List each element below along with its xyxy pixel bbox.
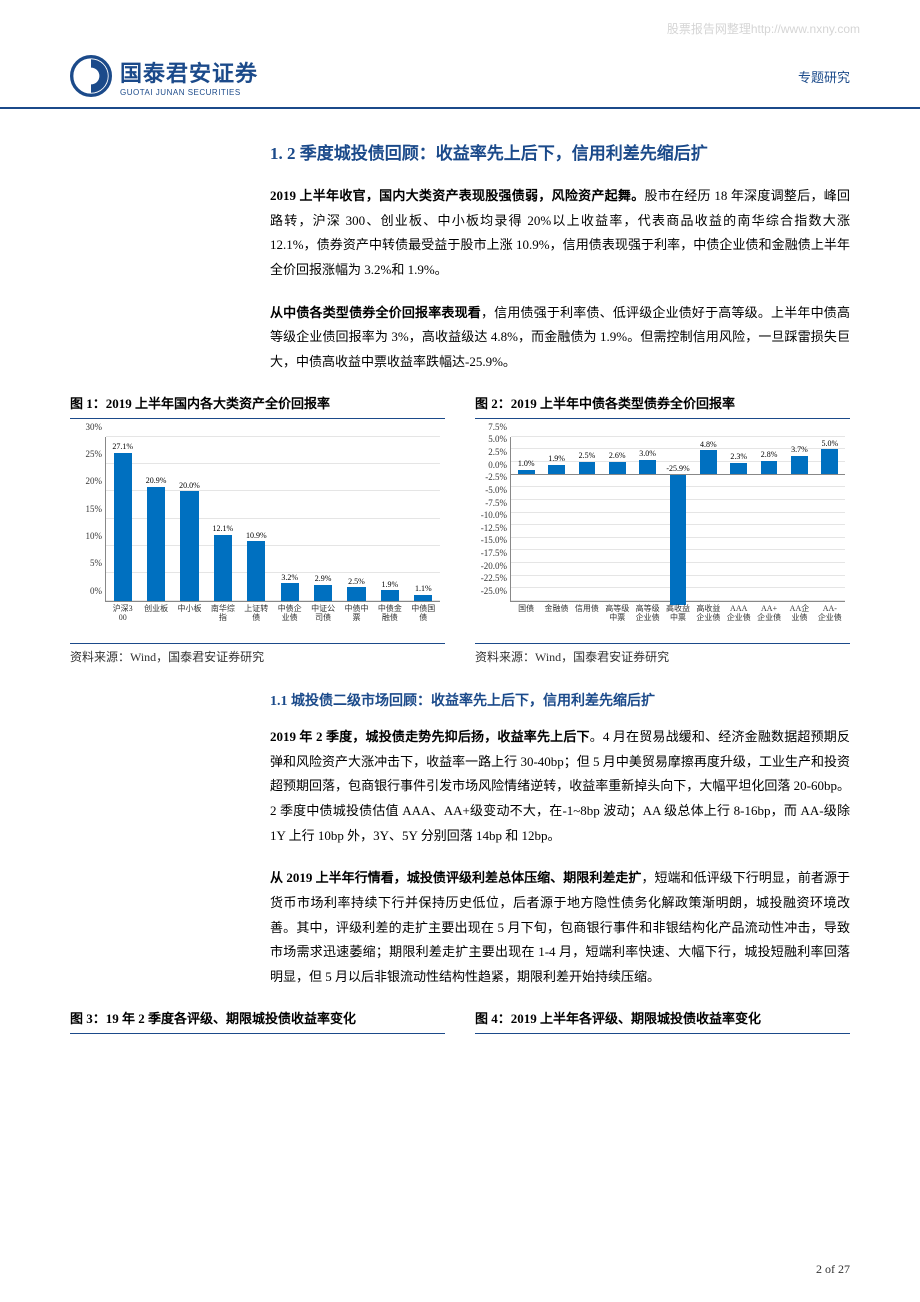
fig1-source: 资料来源：Wind，国泰君安证券研究 (70, 643, 445, 665)
bar-value-label: 2.5% (348, 577, 365, 586)
paragraph-2: 从中债各类型债券全价回报率表现看，信用债强于利率债、低评级企业债好于高等级。上半… (270, 301, 850, 375)
logo-cn: 国泰君安证券 (120, 56, 258, 88)
x-axis-label: 沪深300 (113, 601, 133, 623)
chart-bar (247, 541, 265, 601)
paragraph-4: 从 2019 上半年行情看，城投债评级利差总体压缩、期限利差走扩，短端和低评级下… (270, 866, 850, 989)
x-axis-label: AA企业债 (790, 601, 810, 623)
bar-value-label: 2.5% (579, 451, 596, 460)
x-axis-label: AA+企业债 (757, 601, 781, 623)
x-axis-label: 金融债 (545, 601, 569, 614)
figure-row-2: 图 3：19 年 2 季度各评级、期限城投债收益率变化 图 4：2019 上半年… (70, 1008, 850, 1034)
watermark-text: 股票报告网整理http://www.nxny.com (667, 20, 860, 37)
paragraph-3: 2019 年 2 季度，城投债走势先抑后扬，收益率先上后下。4 月在贸易战缓和、… (270, 725, 850, 848)
x-axis-label: 中小板 (178, 601, 202, 614)
chart-bar (639, 460, 656, 475)
p2-lead: 从中债各类型债券全价回报率表现看 (270, 305, 481, 320)
x-axis-label: 高收益中票 (666, 601, 690, 623)
fig1-chart: 0%5%10%15%20%25%30%27.1%沪深30020.9%创业板20.… (70, 427, 445, 637)
fig4-title: 图 4：2019 上半年各评级、期限城投债收益率变化 (475, 1008, 850, 1034)
figure-row-1: 图 1：2019 上半年国内各大类资产全价回报率 0%5%10%15%20%25… (70, 393, 850, 665)
chart-bar (147, 487, 165, 601)
p4-rest: ，短端和低评级下行明显，前者源于货币市场利率持续下行并保持历史低位，后者源于地方… (270, 870, 850, 984)
x-axis-label: 高收益企业债 (696, 601, 720, 623)
x-axis-label: 国债 (518, 601, 534, 614)
x-axis-label: 信用债 (575, 601, 599, 614)
chart-bar (114, 453, 132, 601)
chart-bar (180, 491, 198, 600)
x-axis-label: 中债金融债 (378, 601, 402, 623)
main-content: 1. 2 季度城投债回顾：收益率先上后下，信用利差先缩后扩 2019 上半年收官… (0, 139, 920, 1034)
bar-value-label: 20.9% (146, 476, 167, 485)
x-axis-label: 创业板 (144, 601, 168, 614)
figure-1: 图 1：2019 上半年国内各大类资产全价回报率 0%5%10%15%20%25… (70, 393, 445, 665)
fig3-title: 图 3：19 年 2 季度各评级、期限城投债收益率变化 (70, 1008, 445, 1034)
company-logo-icon (70, 55, 112, 97)
chart-bar (314, 585, 332, 601)
bar-value-label: 2.6% (609, 451, 626, 460)
bar-value-label: 1.9% (382, 580, 399, 589)
logo-text: 国泰君安证券 GUOTAI JUNAN SECURITIES (120, 56, 258, 97)
bar-value-label: 1.0% (518, 459, 535, 468)
p3-lead: 2019 年 2 季度，城投债走势先抑后扬，收益率先上后下 (270, 729, 590, 744)
bar-value-label: 2.8% (761, 450, 778, 459)
chart-bar (791, 456, 808, 475)
x-axis-label: 上证转债 (244, 601, 268, 623)
figure-2: 图 2：2019 上半年中债各类型债券全价回报率 -25.0%-22.5%-20… (475, 393, 850, 665)
x-axis-label: 中债企业债 (278, 601, 302, 623)
p3-rest: 。4 月在贸易战缓和、经济金融数据超预期反弹和风险资产大涨冲击下，收益率一路上行… (270, 729, 850, 843)
bar-value-label: 1.1% (415, 584, 432, 593)
logo-en: GUOTAI JUNAN SECURITIES (120, 88, 258, 97)
chart-bar (381, 590, 399, 600)
fig2-title: 图 2：2019 上半年中债各类型债券全价回报率 (475, 393, 850, 419)
p1-lead: 2019 上半年收官，国内大类资产表现股强债弱，风险资产起舞。 (270, 188, 644, 203)
section-1-title: 1. 2 季度城投债回顾：收益率先上后下，信用利差先缩后扩 (270, 139, 850, 164)
chart-bar (700, 450, 717, 474)
x-axis-label: 南华综指 (211, 601, 235, 623)
bar-value-label: 5.0% (821, 439, 838, 448)
x-axis-label: 中证公司债 (311, 601, 335, 623)
x-axis-label: AA-企业债 (818, 601, 842, 623)
bar-value-label: 3.0% (639, 449, 656, 458)
x-axis-label: 中债国债 (411, 601, 435, 623)
chart-bar (821, 449, 838, 474)
logo-block: 国泰君安证券 GUOTAI JUNAN SECURITIES (70, 55, 258, 97)
x-axis-label: 高等级中票 (605, 601, 629, 623)
page-footer: 2 of 27 (816, 1262, 850, 1277)
page-header: 国泰君安证券 GUOTAI JUNAN SECURITIES 专题研究 (0, 0, 920, 109)
chart-bar (761, 461, 778, 475)
bar-value-label: 3.7% (791, 445, 808, 454)
bar-value-label: 1.9% (548, 454, 565, 463)
bar-value-label: 2.3% (730, 452, 747, 461)
paragraph-1: 2019 上半年收官，国内大类资产表现股强债弱，风险资产起舞。股市在经历 18 … (270, 184, 850, 283)
fig2-source: 资料来源：Wind，国泰君安证券研究 (475, 643, 850, 665)
chart-bar (281, 583, 299, 600)
subsection-1-1-title: 1.1 城投债二级市场回顾：收益率先上后下，信用利差先缩后扩 (270, 690, 850, 710)
chart-bar (670, 475, 687, 606)
bar-value-label: 10.9% (246, 531, 267, 540)
bar-value-label: 2.9% (315, 574, 332, 583)
x-axis-label: AAA企业债 (727, 601, 751, 623)
bar-value-label: -25.9% (666, 464, 689, 473)
x-axis-label: 中债中票 (345, 601, 369, 623)
x-axis-label: 高等级企业债 (636, 601, 660, 623)
bar-value-label: 20.0% (179, 481, 200, 490)
bar-value-label: 3.2% (281, 573, 298, 582)
fig1-title: 图 1：2019 上半年国内各大类资产全价回报率 (70, 393, 445, 419)
fig2-chart: -25.0%-22.5%-20.0%-17.5%-15.0%-12.5%-10.… (475, 427, 850, 637)
bar-value-label: 4.8% (700, 440, 717, 449)
p4-lead: 从 2019 上半年行情看，城投债评级利差总体压缩、期限利差走扩 (270, 870, 641, 885)
header-right-label: 专题研究 (798, 67, 850, 86)
chart-bar (347, 587, 365, 601)
bar-value-label: 27.1% (112, 442, 133, 451)
bar-value-label: 12.1% (213, 524, 234, 533)
chart-bar (214, 535, 232, 601)
